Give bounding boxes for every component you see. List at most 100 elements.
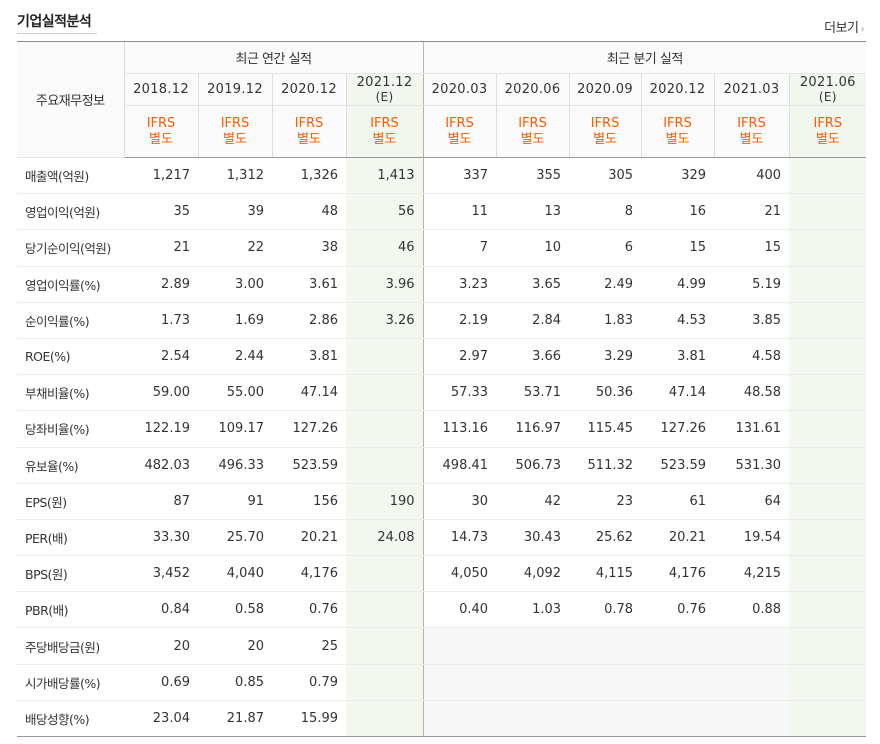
table-cell <box>789 265 867 303</box>
table-cell: 0.58 <box>198 591 272 629</box>
table-cell: 3.29 <box>569 338 642 376</box>
period-header: 2018.12 <box>123 73 198 106</box>
table-cell: 16 <box>641 193 715 231</box>
row-label: 영업이익률(%) <box>17 265 124 303</box>
table-cell: 1.73 <box>124 302 198 339</box>
table-row: 배당성향(%) 23.04 21.87 15.99 <box>17 700 867 738</box>
table-cell: 3.23 <box>422 265 497 303</box>
table-cell: 2.54 <box>124 338 198 376</box>
table-cell <box>569 627 642 665</box>
period-label: 2021.12 <box>356 74 413 90</box>
table-cell: 64 <box>714 482 790 520</box>
table-cell: 4,092 <box>496 555 570 593</box>
table-row: PER(배) 33.30 25.70 20.21 24.08 14.73 30.43 25.6… <box>17 519 867 557</box>
period-label: 2020.06 <box>504 82 561 97</box>
table-cell: 113.16 <box>422 410 497 448</box>
table-cell: 1,217 <box>124 157 198 195</box>
table-cell: 131.61 <box>714 410 790 448</box>
basis-standard: IFRS <box>663 115 692 131</box>
table-cell <box>346 447 424 484</box>
period-header: 2020.06 <box>495 73 570 106</box>
table-cell <box>789 193 867 231</box>
title-underline <box>17 33 97 34</box>
table-cell: 4,115 <box>569 555 642 593</box>
table-cell: 20.21 <box>641 519 715 557</box>
row-label: 당좌비율(%) <box>17 410 124 448</box>
table-cell <box>789 482 867 520</box>
table-cell: 25.62 <box>569 519 642 557</box>
table-cell: 496.33 <box>198 447 272 484</box>
row-label: 주당배당금(원) <box>17 627 124 665</box>
basis-type: 별도 <box>520 131 545 147</box>
table-cell <box>789 374 867 412</box>
table-cell: 3.66 <box>496 338 570 376</box>
row-label: PBR(배) <box>17 591 124 629</box>
table-cell: 38 <box>272 229 346 267</box>
table-cell: 190 <box>346 482 424 520</box>
table-cell <box>789 447 867 484</box>
table-cell: 21.87 <box>198 700 272 738</box>
table-cell: 109.17 <box>198 410 272 448</box>
row-label: 유보율(%) <box>17 447 124 484</box>
table-row: 당좌비율(%) 122.19 109.17 127.26 113.16 116.97 115… <box>17 410 867 448</box>
basis-type: 별도 <box>593 131 617 147</box>
table-row: 영업이익(억원) 35 39 48 56 11 13 8 16 21 <box>17 193 867 231</box>
table-cell: 511.32 <box>569 447 642 484</box>
table-cell <box>346 555 424 593</box>
table-cell <box>714 664 790 701</box>
basis-type: 별도 <box>372 131 397 147</box>
table-cell: 22 <box>198 229 272 267</box>
basis-type: 별도 <box>739 131 764 147</box>
table-cell: 1,326 <box>272 157 346 195</box>
table-cell <box>641 664 715 701</box>
table-row: 매출액(억원) 1,217 1,312 1,326 1,413 337 355 305 329 4… <box>17 157 867 195</box>
table-cell: 3.00 <box>198 265 272 303</box>
table-cell: 4,215 <box>714 555 790 593</box>
period-header: 2020.03 <box>422 73 497 106</box>
more-link[interactable]: 더보기 › <box>824 17 864 36</box>
table-cell: 56 <box>346 193 424 231</box>
basis-standard: IFRS <box>590 115 620 131</box>
table-row: BPS(원) 3,452 4,040 4,176 4,050 4,092 4,115 4,17… <box>17 555 867 593</box>
row-label: 영업이익(억원) <box>17 193 124 231</box>
accounting-basis: IFRS 별도 <box>788 105 867 158</box>
table-cell: 3.81 <box>272 338 346 376</box>
table-cell: 15.99 <box>272 700 346 738</box>
period-header: 2021.12 (E) <box>345 73 424 106</box>
period-header: 2021.03 <box>713 73 790 106</box>
basis-standard: IFRS <box>445 115 474 131</box>
table-cell: 115.45 <box>569 410 642 448</box>
table-cell: 0.88 <box>714 591 790 629</box>
table-cell: 3.96 <box>346 265 424 303</box>
table-cell: 21 <box>714 193 790 231</box>
annual-group-header: 최근 연간 실적 <box>123 41 424 74</box>
row-label: 배당성향(%) <box>17 700 124 738</box>
table-cell <box>346 700 424 738</box>
table-cell: 3.26 <box>346 302 424 339</box>
table-row: ROE(%) 2.54 2.44 3.81 2.97 3.66 3.29 3.81 4.58 <box>17 338 867 376</box>
table-cell <box>346 410 424 448</box>
table-cell: 4.53 <box>641 302 715 339</box>
table-cell: 156 <box>272 482 346 520</box>
table-cell: 19.54 <box>714 519 790 557</box>
basis-standard: IFRS <box>737 115 766 131</box>
table-cell <box>346 374 424 412</box>
period-header: 2020.12 <box>271 73 346 106</box>
table-cell: 2.97 <box>422 338 497 376</box>
table-cell: 2.89 <box>124 265 198 303</box>
table-row: 순이익률(%) 1.73 1.69 2.86 3.26 2.19 2.84 1.83 4.53 3… <box>17 302 867 339</box>
table-cell: 523.59 <box>641 447 715 484</box>
table-row: 주당배당금(원) 20 20 25 <box>17 627 867 665</box>
table-cell: 523.59 <box>272 447 346 484</box>
row-label: PER(배) <box>17 519 124 557</box>
table-cell <box>714 627 790 665</box>
table-cell: 7 <box>422 229 497 267</box>
accounting-basis: IFRS 별도 <box>271 105 346 158</box>
accounting-basis: IFRS 별도 <box>640 105 715 158</box>
period-label: 2020.09 <box>577 82 633 97</box>
table-cell <box>789 700 867 738</box>
basis-standard: IFRS <box>220 115 250 131</box>
table-row: 영업이익률(%) 2.89 3.00 3.61 3.96 3.23 3.65 2.49 4.99… <box>17 265 867 303</box>
basis-type: 별도 <box>815 131 840 147</box>
